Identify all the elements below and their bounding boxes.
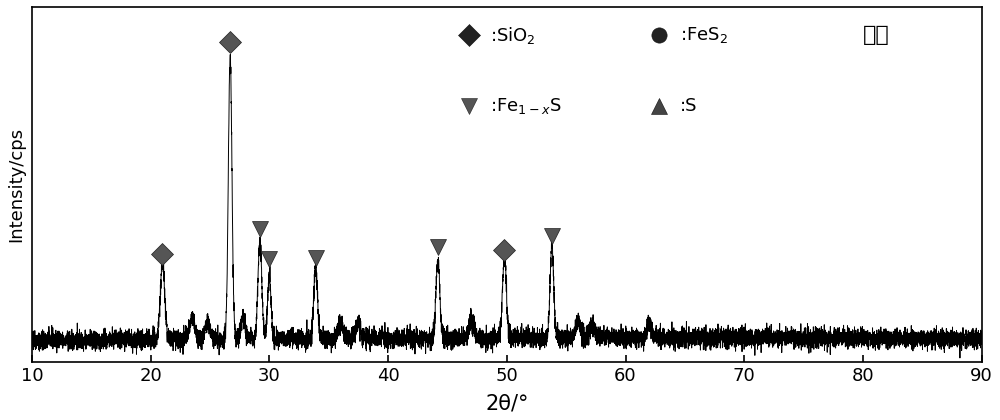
- Text: :Fe$_{1-x}$S: :Fe$_{1-x}$S: [490, 96, 561, 116]
- Text: :SiO$_2$: :SiO$_2$: [490, 25, 535, 46]
- Y-axis label: Intensity/cps: Intensity/cps: [7, 127, 25, 242]
- Text: :S: :S: [680, 97, 697, 116]
- Text: :FeS$_2$: :FeS$_2$: [680, 25, 727, 45]
- Text: 焙砂: 焙砂: [863, 25, 890, 45]
- X-axis label: 2θ/°: 2θ/°: [485, 393, 529, 413]
